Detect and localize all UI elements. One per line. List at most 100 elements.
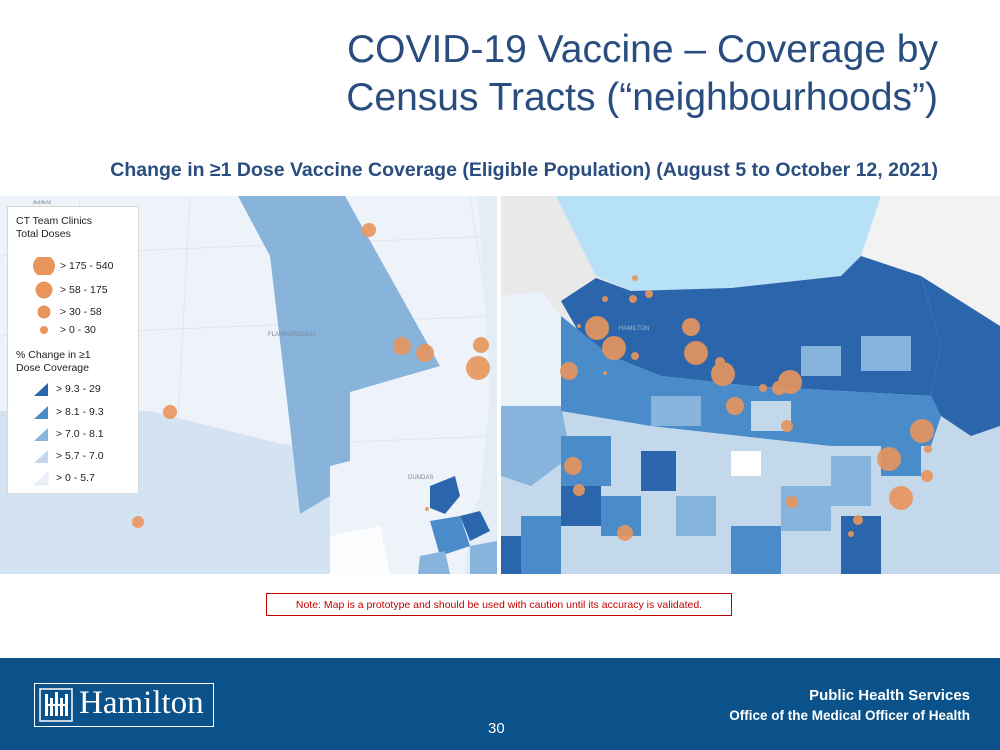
clinic-dot[interactable] <box>631 352 639 360</box>
clinic-dot[interactable] <box>759 384 767 392</box>
logo-wordmark: Hamilton <box>79 685 204 721</box>
clinic-dot[interactable] <box>617 525 633 541</box>
tract-block <box>641 451 676 491</box>
slide-title: COVID-19 Vaccine – Coverage by Census Tr… <box>298 26 938 122</box>
clinic-dot[interactable] <box>877 447 901 471</box>
legend-change-title: % Change in ≥1 Dose Coverage <box>16 349 91 374</box>
tract-block <box>921 476 1000 526</box>
page-number: 30 <box>488 720 505 737</box>
clinic-dot[interactable] <box>573 484 585 496</box>
map-right-panel[interactable]: HAMILTON <box>501 196 1000 574</box>
slide-subtitle: Change in ≥1 Dose Vaccine Coverage (Elig… <box>110 159 938 181</box>
west-tract-mid <box>501 406 571 486</box>
legend-dose-symbol <box>37 305 51 319</box>
clinic-dot[interactable] <box>416 344 434 362</box>
clinic-dot[interactable] <box>726 397 744 415</box>
clinic-dot[interactable] <box>603 371 607 375</box>
clinic-dot[interactable] <box>425 507 429 511</box>
tract-block <box>841 516 881 574</box>
legend-dose-class-3: > 30 - 58 <box>8 303 138 321</box>
clinic-dot[interactable] <box>682 318 700 336</box>
dundas-tract-1 <box>430 476 460 514</box>
clinic-dot[interactable] <box>132 516 144 528</box>
clinic-dot[interactable] <box>781 420 793 432</box>
clinic-dot[interactable] <box>889 486 913 510</box>
map-legend: CT Team Clinics Total Doses > 175 - 540 … <box>7 206 139 494</box>
clinic-dot[interactable] <box>921 470 933 482</box>
legend-dose-class-4: > 0 - 30 <box>8 321 138 339</box>
hamilton-logo: Hamilton <box>34 683 214 727</box>
right-map-dots <box>560 275 934 541</box>
legend-change-class-2: > 8.1 - 9.3 <box>8 403 138 421</box>
clinic-dot[interactable] <box>684 341 708 365</box>
flamborough-tract <box>238 196 440 514</box>
clinic-dot[interactable] <box>629 295 637 303</box>
footer-bar <box>0 658 1000 750</box>
legend-change-class-5: > 0 - 5.7 <box>8 469 138 487</box>
tract-block <box>651 396 701 426</box>
clinic-dot[interactable] <box>711 362 735 386</box>
tract-block <box>781 486 831 531</box>
clinic-dot[interactable] <box>585 316 609 340</box>
tract-block <box>801 346 841 376</box>
clinic-dot[interactable] <box>163 405 177 419</box>
clinic-dot[interactable] <box>362 223 376 237</box>
dundas-tract-5 <box>418 551 450 574</box>
map-left-panel[interactable]: FLAMBOROUGH DUNDAS Ashfield <box>0 196 497 574</box>
clinic-dot[interactable] <box>466 356 490 380</box>
legend-change-class-1: > 9.3 - 29 <box>8 380 138 398</box>
dundas-white-area <box>330 526 390 574</box>
clinic-dot[interactable] <box>564 457 582 475</box>
clinic-dot[interactable] <box>910 419 934 443</box>
left-map-dots <box>132 223 490 528</box>
tract-block <box>731 526 781 574</box>
tract-block <box>731 451 761 476</box>
east-end-tracts <box>921 276 1000 436</box>
legend-change-class-3: > 7.0 - 8.1 <box>8 425 138 443</box>
clinic-dot[interactable] <box>786 496 798 508</box>
lake-area <box>861 196 1000 326</box>
clinic-dot[interactable] <box>632 275 638 281</box>
legend-dose-symbol <box>33 257 55 275</box>
legend-change-swatch <box>34 428 48 441</box>
hamilton-harbour <box>556 196 881 291</box>
clinic-dot[interactable] <box>473 337 489 353</box>
clinic-dot[interactable] <box>924 445 932 453</box>
clinic-dot[interactable] <box>645 290 653 298</box>
dundas-tract-3 <box>430 516 470 556</box>
dundas-tract-2 <box>460 511 490 541</box>
north-end-tracts <box>561 256 941 396</box>
legend-doses-title: CT Team Clinics Total Doses <box>16 215 93 240</box>
clinic-dot[interactable] <box>602 336 626 360</box>
legend-dose-class-2: > 58 - 175 <box>8 281 138 299</box>
tract-block <box>676 496 716 536</box>
dundas-tract-4 <box>470 541 497 574</box>
tract-block <box>501 536 521 574</box>
department-name: Public Health Services <box>809 687 970 704</box>
tract-block <box>831 456 871 506</box>
clinic-dot[interactable] <box>393 337 411 355</box>
legend-change-swatch <box>34 450 48 463</box>
legend-dose-symbol <box>40 326 48 334</box>
corner-label: Ashfield <box>33 200 51 206</box>
clinic-dot[interactable] <box>772 381 786 395</box>
flamborough-label: FLAMBOROUGH <box>268 332 315 338</box>
legend-change-swatch <box>34 406 48 419</box>
legend-change-swatch <box>33 471 49 486</box>
title-line-2: Census Tracts (“neighbourhoods”) <box>346 76 938 119</box>
legend-change-swatch <box>34 383 48 396</box>
office-name: Office of the Medical Officer of Health <box>729 708 970 723</box>
hamilton-label: HAMILTON <box>619 326 649 332</box>
clinic-dot[interactable] <box>853 515 863 525</box>
legend-dose-class-1: > 175 - 540 <box>8 257 138 275</box>
clinic-dot[interactable] <box>715 357 725 367</box>
left-map-edge-tract <box>465 196 497 574</box>
clinic-dot[interactable] <box>560 362 578 380</box>
tract-block <box>861 336 911 371</box>
prototype-note: Note: Map is a prototype and should be u… <box>266 593 732 616</box>
clinic-dot[interactable] <box>848 531 854 537</box>
clinic-dot[interactable] <box>577 324 581 328</box>
legend-dose-symbol <box>35 281 53 299</box>
clinic-dot[interactable] <box>602 296 608 302</box>
dundas-label: DUNDAS <box>408 475 433 481</box>
